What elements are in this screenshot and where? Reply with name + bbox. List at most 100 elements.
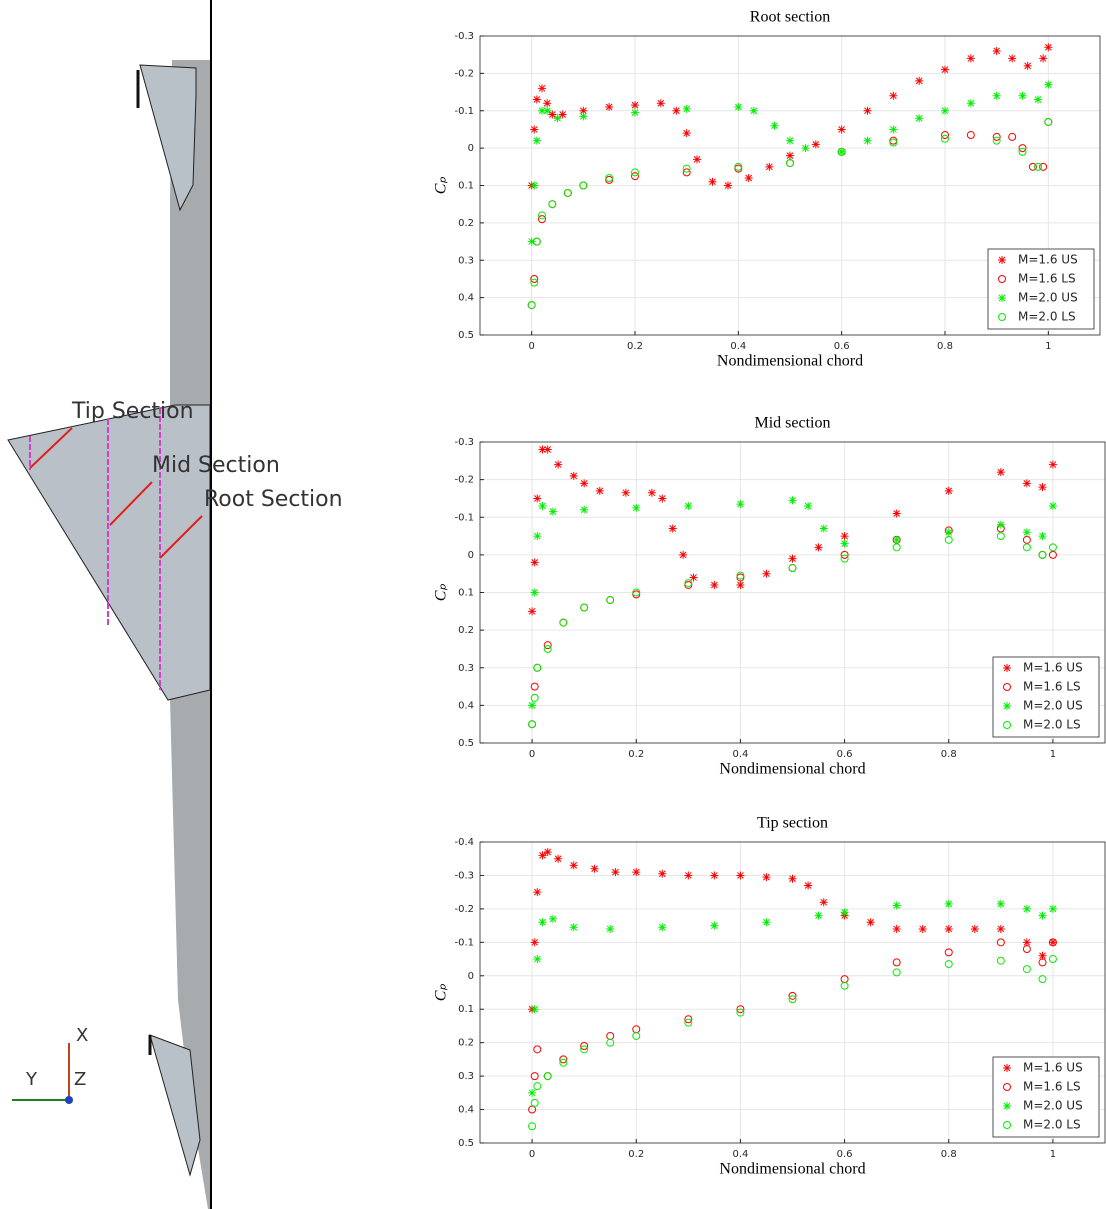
marker-star (1019, 92, 1027, 100)
y-tick-label: 0 (468, 550, 474, 561)
marker-star (554, 461, 562, 469)
marker-star (683, 129, 691, 137)
marker-star (684, 871, 692, 879)
x-tick-label: 0.8 (941, 749, 957, 760)
marker-star (998, 256, 1006, 264)
marker-star (786, 152, 794, 160)
x-tick-label: 1 (1050, 1149, 1056, 1160)
legend-label: M=1.6 LS (1023, 680, 1081, 694)
y-tick-label: 0.2 (458, 625, 474, 636)
x-tick-label: 0 (529, 749, 535, 760)
y-tick-label: 0.3 (458, 663, 474, 674)
marker-star (804, 502, 812, 510)
marker-star (804, 881, 812, 889)
marker-star (815, 912, 823, 920)
marker-star (789, 555, 797, 563)
y-tick-label: 0.5 (458, 330, 474, 341)
x-tick-label: 0.8 (937, 341, 953, 352)
x-tick-label: 0 (529, 1149, 535, 1160)
marker-star (539, 502, 547, 510)
x-axis-label: Nondimensional chord (719, 761, 865, 778)
axis-label: X (76, 1025, 88, 1046)
marker-star (893, 509, 901, 517)
marker-star (1003, 702, 1011, 710)
marker-star (1039, 483, 1047, 491)
marker-star (559, 110, 567, 118)
marker-star (893, 536, 901, 544)
marker-star (531, 558, 539, 566)
marker-star (997, 468, 1005, 476)
marker-star (997, 925, 1005, 933)
marker-star (1003, 1064, 1011, 1072)
y-tick-label: 0.5 (458, 1138, 474, 1149)
x-tick-label: 0.4 (730, 341, 746, 352)
legend-label: M=2.0 LS (1023, 718, 1081, 732)
y-tick-label: 0.3 (458, 255, 474, 266)
x-axis-label: Nondimensional chord (719, 1161, 865, 1178)
x-tick-label: 0.2 (627, 341, 643, 352)
marker-star (919, 925, 927, 933)
axis-label: Y (25, 1069, 38, 1090)
marker-star (997, 521, 1005, 529)
marker-star (657, 99, 665, 107)
marker-star (993, 92, 1001, 100)
marker-star (710, 922, 718, 930)
marker-star (531, 1005, 539, 1013)
marker-star (941, 107, 949, 115)
y-tick-label: -0.4 (454, 837, 474, 848)
marker-star (1044, 43, 1052, 51)
y-tick-label: 0.1 (458, 1004, 474, 1015)
legend-label: M=1.6 LS (1018, 272, 1076, 286)
marker-star (864, 137, 872, 145)
marker-star (945, 925, 953, 933)
y-tick-label: 0.1 (458, 588, 474, 599)
marker-star (533, 96, 541, 104)
y-tick-label: -0.2 (454, 904, 474, 915)
x-tick-label: 1 (1045, 341, 1051, 352)
y-tick-label: -0.3 (454, 437, 474, 448)
marker-star (1049, 461, 1057, 469)
y-tick-label: 0.4 (458, 293, 474, 304)
marker-star (1039, 532, 1047, 540)
x-tick-label: 1 (1050, 749, 1056, 760)
marker-star (544, 848, 552, 856)
y-axis-label: Cₚ (433, 177, 450, 195)
marker-star (1024, 62, 1032, 70)
marker-star (889, 92, 897, 100)
section-label: Tip Section (71, 399, 194, 424)
x-tick-label: 0.6 (837, 1149, 853, 1160)
y-tick-label: -0.3 (454, 870, 474, 881)
y-tick-label: 0.4 (458, 700, 474, 711)
marker-star (967, 54, 975, 62)
marker-star (549, 508, 557, 516)
chart-title: Tip section (757, 815, 828, 832)
marker-star (762, 570, 770, 578)
marker-star (683, 105, 691, 113)
y-tick-label: 0.1 (458, 181, 474, 192)
marker-star (591, 865, 599, 873)
aircraft-view: Tip Section Mid Section Root Section X Y… (8, 0, 343, 1209)
y-tick-label: -0.1 (454, 937, 474, 948)
marker-star (765, 163, 773, 171)
marker-star (841, 540, 849, 548)
marker-star (543, 99, 551, 107)
marker-star (841, 908, 849, 916)
marker-star (631, 101, 639, 109)
y-tick-label: -0.3 (454, 31, 474, 42)
marker-star (893, 902, 901, 910)
y-tick-label: 0.2 (458, 1038, 474, 1049)
x-tick-label: 0 (528, 341, 534, 352)
marker-star (1023, 479, 1031, 487)
marker-star (762, 873, 770, 881)
marker-star (1049, 905, 1057, 913)
marker-star (786, 137, 794, 145)
marker-star (710, 871, 718, 879)
marker-star (611, 868, 619, 876)
marker-star (554, 855, 562, 863)
marker-star (539, 918, 547, 926)
axis-label: Z (74, 1069, 86, 1090)
marker-star (669, 525, 677, 533)
marker-star (570, 861, 578, 869)
marker-star (1023, 905, 1031, 913)
marker-star (789, 875, 797, 883)
